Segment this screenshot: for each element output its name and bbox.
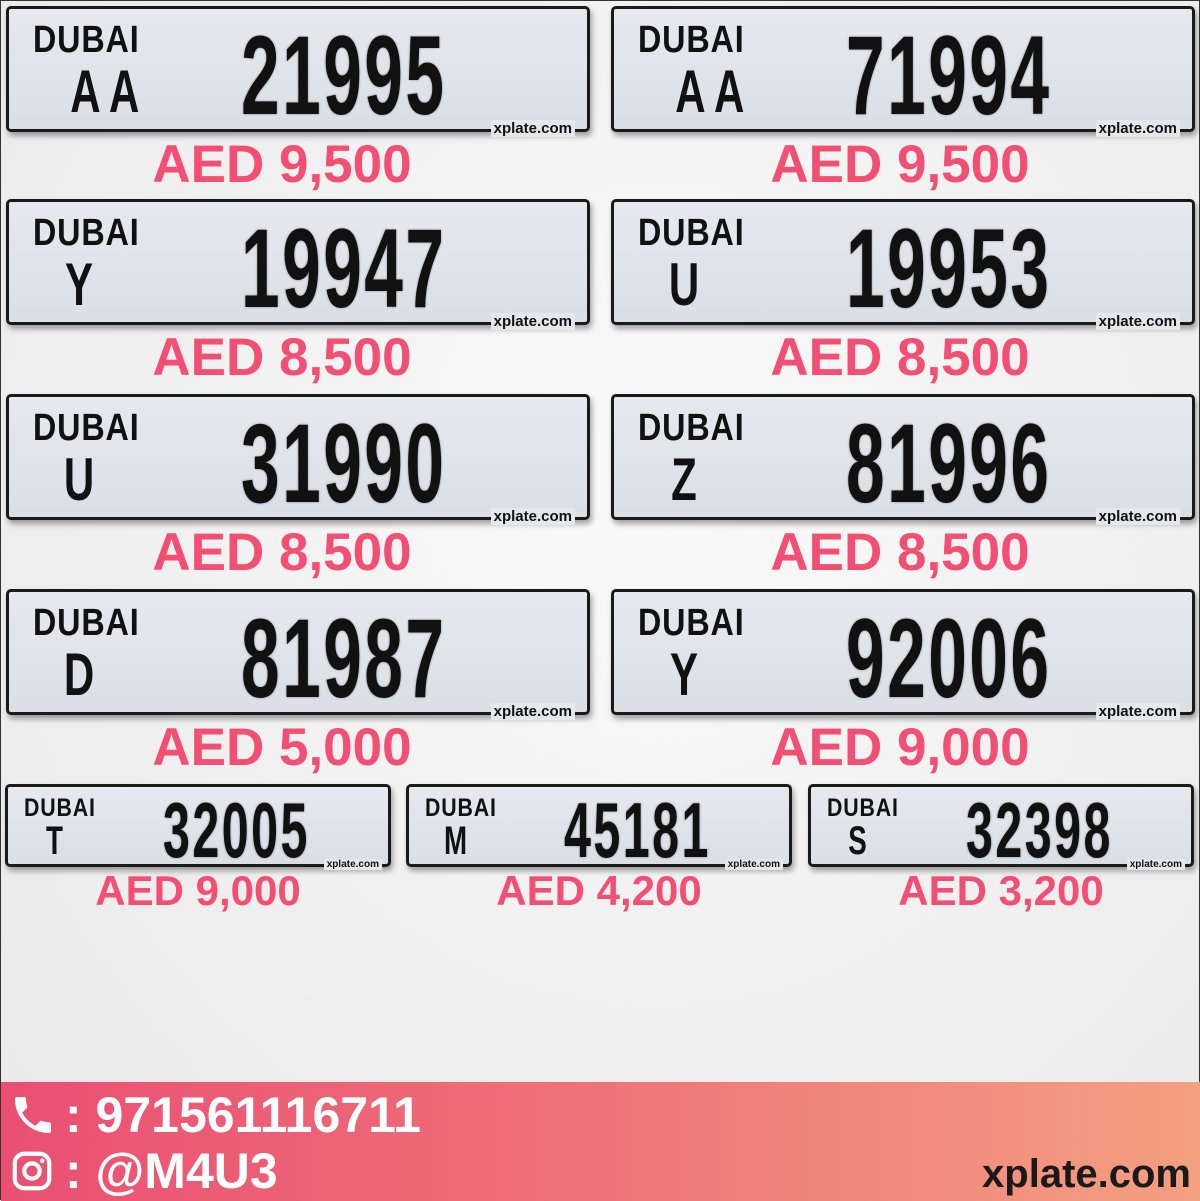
site-watermark: xplate.com bbox=[982, 1152, 1191, 1196]
plate-price: AED 8,500 bbox=[152, 328, 412, 387]
license-plate[interactable]: DUBAI U 19953 xplate.com bbox=[611, 199, 1195, 331]
plate-code: D bbox=[63, 641, 95, 708]
plate-price: AED 9,000 bbox=[770, 718, 1030, 777]
instagram-handle[interactable]: : @M4U3 bbox=[65, 1143, 278, 1199]
license-plate[interactable]: DUBAI D 81987 xplate.com bbox=[6, 589, 590, 721]
phone-line: : 971561116711 bbox=[9, 1086, 421, 1144]
emirate-logo: DUBAI bbox=[638, 19, 745, 61]
emirate-logo: DUBAI bbox=[424, 793, 497, 822]
plate-code: T bbox=[45, 818, 63, 863]
plate-number: 81987 bbox=[241, 596, 447, 721]
license-plate[interactable]: DUBAI Y 19947 xplate.com bbox=[6, 199, 590, 331]
instagram-icon bbox=[12, 1151, 52, 1191]
watermark: xplate.com bbox=[1095, 313, 1180, 330]
plate-code: AA bbox=[675, 58, 753, 125]
license-plate[interactable]: DUBAI AA 71994 xplate.com bbox=[611, 6, 1195, 138]
emirate-logo: DUBAI bbox=[826, 793, 899, 822]
license-plate[interactable]: DUBAI S 32398 xplate.com bbox=[808, 784, 1194, 874]
plate-price: AED 9,500 bbox=[770, 135, 1030, 194]
plate-number: 19953 bbox=[846, 206, 1052, 331]
plate-number: 32398 bbox=[966, 786, 1113, 874]
plate-price: AED 4,200 bbox=[496, 867, 702, 914]
emirate-logo: DUBAI bbox=[33, 407, 140, 449]
plate-code: M bbox=[443, 818, 467, 863]
plate-price: AED 8,500 bbox=[152, 523, 412, 582]
plate-price: AED 5,000 bbox=[152, 718, 412, 777]
watermark: xplate.com bbox=[323, 859, 382, 870]
plate-number: 32005 bbox=[163, 786, 310, 874]
license-plate[interactable]: DUBAI Y 92006 xplate.com bbox=[611, 589, 1195, 721]
contact-footer: : 971561116711 : @M4U3 xplate.com bbox=[1, 1082, 1200, 1201]
watermark: xplate.com bbox=[490, 508, 575, 525]
phone-number[interactable]: : 971561116711 bbox=[65, 1087, 421, 1143]
plate-code: Z bbox=[671, 446, 697, 513]
watermark: xplate.com bbox=[1095, 508, 1180, 525]
plate-number: 21995 bbox=[241, 13, 447, 138]
plate-number: 81996 bbox=[846, 401, 1052, 526]
watermark: xplate.com bbox=[724, 859, 783, 870]
plate-code: Y bbox=[64, 251, 94, 318]
emirate-logo: DUBAI bbox=[638, 602, 745, 644]
watermark: xplate.com bbox=[1095, 703, 1180, 720]
watermark: xplate.com bbox=[490, 313, 575, 330]
plate-number: 19947 bbox=[241, 206, 447, 331]
watermark: xplate.com bbox=[490, 120, 575, 137]
emirate-logo: DUBAI bbox=[33, 19, 140, 61]
phone-icon bbox=[15, 1097, 51, 1133]
plate-price: AED 8,500 bbox=[770, 328, 1030, 387]
plate-code: U bbox=[63, 446, 95, 513]
emirate-logo: DUBAI bbox=[33, 602, 140, 644]
watermark: xplate.com bbox=[1095, 120, 1180, 137]
plate-code: U bbox=[668, 251, 700, 318]
instagram-line: : @M4U3 bbox=[9, 1142, 278, 1200]
plate-code: AA bbox=[70, 58, 148, 125]
plate-price: AED 9,500 bbox=[152, 135, 412, 194]
plate-price: AED 3,200 bbox=[898, 867, 1104, 914]
emirate-logo: DUBAI bbox=[33, 212, 140, 254]
license-plate[interactable]: DUBAI AA 21995 xplate.com bbox=[6, 6, 590, 138]
plate-number: 71994 bbox=[846, 13, 1052, 138]
plate-number: 92006 bbox=[846, 596, 1052, 721]
plate-number: 31990 bbox=[241, 401, 447, 526]
watermark: xplate.com bbox=[1126, 859, 1185, 870]
plate-price: AED 9,000 bbox=[95, 867, 301, 914]
license-plate[interactable]: DUBAI T 32005 xplate.com bbox=[5, 784, 391, 874]
license-plate[interactable]: DUBAI M 45181 xplate.com bbox=[406, 784, 792, 874]
plate-number: 45181 bbox=[564, 786, 711, 874]
emirate-logo: DUBAI bbox=[638, 212, 745, 254]
watermark: xplate.com bbox=[490, 703, 575, 720]
plate-code: S bbox=[847, 818, 867, 863]
license-plate[interactable]: DUBAI Z 81996 xplate.com bbox=[611, 394, 1195, 526]
plate-price: AED 8,500 bbox=[770, 523, 1030, 582]
plate-code: Y bbox=[669, 641, 699, 708]
license-plate[interactable]: DUBAI U 31990 xplate.com bbox=[6, 394, 590, 526]
emirate-logo: DUBAI bbox=[23, 793, 96, 822]
emirate-logo: DUBAI bbox=[638, 407, 745, 449]
